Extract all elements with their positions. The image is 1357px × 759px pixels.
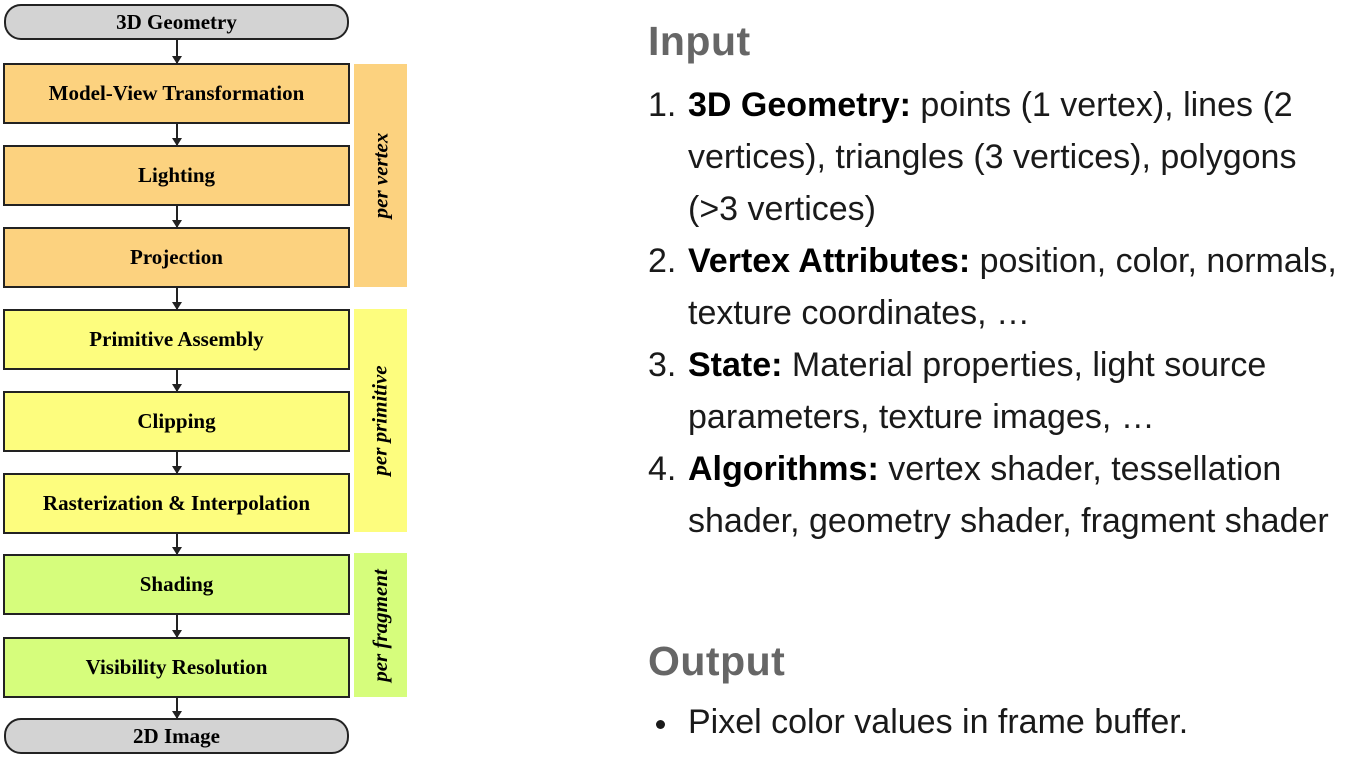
item-number: 2.: [648, 242, 677, 280]
stage-primitive-assembly: Primitive Assembly: [3, 309, 350, 370]
output-list: Pixel color values in frame buffer.: [648, 696, 1353, 748]
stage-shading: Shading: [3, 554, 350, 615]
item-text: position, color, normals, texture coordi…: [688, 242, 1337, 332]
list-item: 4. Algorithms: vertex shader, tessellati…: [648, 443, 1353, 547]
item-term: 3D Geometry:: [688, 86, 911, 124]
item-text: Pixel color values in frame buffer.: [688, 703, 1189, 741]
stage-projection: Projection: [3, 227, 350, 288]
flow-arrow: [172, 288, 182, 310]
group-per-fragment: per fragment: [354, 553, 407, 697]
flow-arrow: [172, 534, 182, 555]
list-item: 3. State: Material properties, light sou…: [648, 339, 1353, 443]
item-text: vertex shader, tessellation shader, geom…: [688, 450, 1329, 540]
stage-model-view-transformation: Model-View Transformation: [3, 63, 350, 124]
flow-arrow: [172, 615, 182, 638]
group-per-primitive: per primitive: [354, 309, 407, 532]
list-item: 2. Vertex Attributes: position, color, n…: [648, 235, 1353, 339]
group-label: per fragment: [368, 568, 393, 682]
group-per-vertex: per vertex: [354, 64, 407, 287]
flow-arrow: [172, 124, 182, 146]
output-heading: Output: [648, 638, 786, 684]
item-term: State:: [688, 346, 783, 384]
pipeline-diagram: 3D Geometry Model-View Transformation Li…: [0, 0, 420, 759]
group-label: per vertex: [368, 132, 392, 219]
item-number: 3.: [648, 346, 677, 384]
item-text: Material properties, light source parame…: [688, 346, 1267, 436]
item-number: 1.: [648, 86, 677, 124]
list-item: 1. 3D Geometry: points (1 vertex), lines…: [648, 79, 1353, 235]
stage-clipping: Clipping: [3, 391, 350, 452]
item-text: points (1 vertex), lines (2 vertices), t…: [688, 86, 1297, 228]
description-panel: Input 1. 3D Geometry: points (1 vertex),…: [648, 0, 1353, 759]
flow-arrow: [172, 370, 182, 392]
flow-arrow: [172, 698, 182, 719]
stage-rasterization-interpolation: Rasterization & Interpolation: [3, 473, 350, 534]
input-heading: Input: [648, 18, 751, 64]
flow-arrow: [172, 40, 182, 64]
flow-arrow: [172, 452, 182, 474]
output-node: 2D Image: [4, 718, 349, 754]
bullet-dot: [656, 720, 665, 729]
list-item: Pixel color values in frame buffer.: [648, 696, 1353, 748]
input-node: 3D Geometry: [4, 4, 349, 40]
flow-arrow: [172, 206, 182, 228]
item-number: 4.: [648, 450, 677, 488]
item-term: Algorithms:: [688, 450, 879, 488]
input-list: 1. 3D Geometry: points (1 vertex), lines…: [648, 79, 1353, 547]
stage-lighting: Lighting: [3, 145, 350, 206]
stage-visibility-resolution: Visibility Resolution: [3, 637, 350, 698]
item-term: Vertex Attributes:: [688, 242, 971, 280]
group-label: per primitive: [368, 365, 393, 476]
